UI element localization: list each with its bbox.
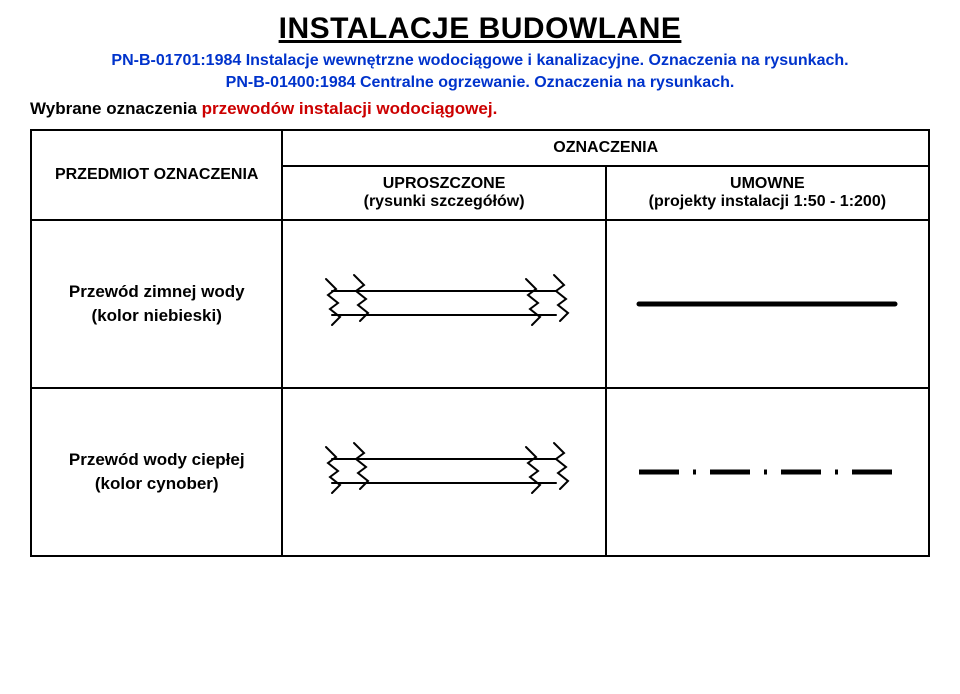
- th-simplified-sub: (rysunki szczegółów): [364, 193, 525, 210]
- th-simplified: UPROSZCZONE (rysunki szczegółów): [282, 166, 605, 220]
- th-simplified-title: UPROSZCZONE: [383, 175, 506, 192]
- th-subject: PRZEDMIOT OZNACZENIA: [31, 130, 282, 220]
- table-body: Przewód zimnej wody (kolor niebieski) Prz…: [31, 220, 929, 556]
- th-contractual-sub: (projekty instalacji 1:50 - 1:200): [649, 193, 886, 210]
- pipe-detailed-icon: [293, 397, 594, 547]
- subtitle-line-2: PN-B-01400:1984 Centralne ogrzewanie. Oz…: [226, 74, 735, 91]
- designations-table: PRZEDMIOT OZNACZENIA OZNACZENIA UPROSZCZ…: [30, 129, 930, 557]
- page-subtitle: PN-B-01701:1984 Instalacje wewnętrzne wo…: [30, 50, 930, 93]
- selection-heading: Wybrane oznaczenia przewodów instalacji …: [30, 99, 930, 119]
- subject-line-1: Przewód zimnej wody: [69, 282, 245, 301]
- table-row: Przewód wody ciepłej (kolor cynober): [31, 388, 929, 556]
- subject-line-2: (kolor cynober): [95, 474, 219, 493]
- document-page: INSTALACJE BUDOWLANE PN-B-01701:1984 Ins…: [0, 0, 960, 694]
- solid_line-icon: [617, 229, 918, 379]
- subtitle-line-1: PN-B-01701:1984 Instalacje wewnętrzne wo…: [111, 52, 848, 69]
- pipe-detailed-icon: [293, 229, 594, 379]
- cell-simplified-symbol: [282, 220, 605, 388]
- dash_dot_line-icon: [617, 397, 918, 547]
- cell-contractual-symbol: [606, 388, 929, 556]
- th-contractual: UMOWNE (projekty instalacji 1:50 - 1:200…: [606, 166, 929, 220]
- subject-line-1: Przewód wody ciepłej: [69, 450, 245, 469]
- cell-contractual-symbol: [606, 220, 929, 388]
- cell-subject: Przewód wody ciepłej (kolor cynober): [31, 388, 282, 556]
- page-title: INSTALACJE BUDOWLANE: [30, 12, 930, 46]
- cell-simplified-symbol: [282, 388, 605, 556]
- subject-line-2: (kolor niebieski): [92, 306, 222, 325]
- selection-red-text: przewodów instalacji wodociągowej.: [202, 99, 498, 118]
- table-row: Przewód zimnej wody (kolor niebieski): [31, 220, 929, 388]
- th-contractual-title: UMOWNE: [730, 175, 805, 192]
- selection-black-text: Wybrane oznaczenia: [30, 99, 202, 118]
- table-header: PRZEDMIOT OZNACZENIA OZNACZENIA UPROSZCZ…: [31, 130, 929, 220]
- cell-subject: Przewód zimnej wody (kolor niebieski): [31, 220, 282, 388]
- th-designations: OZNACZENIA: [282, 130, 929, 166]
